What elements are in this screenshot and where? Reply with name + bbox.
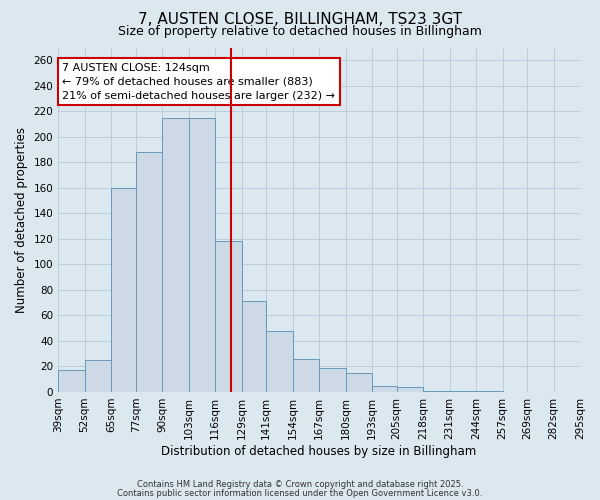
Bar xyxy=(346,373,372,392)
Bar xyxy=(476,390,503,392)
Text: Size of property relative to detached houses in Billingham: Size of property relative to detached ho… xyxy=(118,25,482,38)
Bar xyxy=(242,302,266,392)
Bar xyxy=(423,390,449,392)
Bar xyxy=(449,390,476,392)
Bar xyxy=(85,360,111,392)
Bar xyxy=(188,118,215,392)
Text: 7, AUSTEN CLOSE, BILLINGHAM, TS23 3GT: 7, AUSTEN CLOSE, BILLINGHAM, TS23 3GT xyxy=(138,12,462,28)
Bar xyxy=(111,188,136,392)
Bar xyxy=(397,387,423,392)
Bar xyxy=(372,386,397,392)
Bar xyxy=(58,370,85,392)
Text: Contains public sector information licensed under the Open Government Licence v3: Contains public sector information licen… xyxy=(118,488,482,498)
Y-axis label: Number of detached properties: Number of detached properties xyxy=(15,126,28,312)
Text: Contains HM Land Registry data © Crown copyright and database right 2025.: Contains HM Land Registry data © Crown c… xyxy=(137,480,463,489)
Bar xyxy=(266,330,293,392)
Bar xyxy=(215,242,242,392)
Text: 7 AUSTEN CLOSE: 124sqm
← 79% of detached houses are smaller (883)
21% of semi-de: 7 AUSTEN CLOSE: 124sqm ← 79% of detached… xyxy=(62,63,335,101)
X-axis label: Distribution of detached houses by size in Billingham: Distribution of detached houses by size … xyxy=(161,444,477,458)
Bar xyxy=(293,359,319,392)
Bar xyxy=(319,368,346,392)
Bar xyxy=(162,118,188,392)
Bar xyxy=(136,152,162,392)
